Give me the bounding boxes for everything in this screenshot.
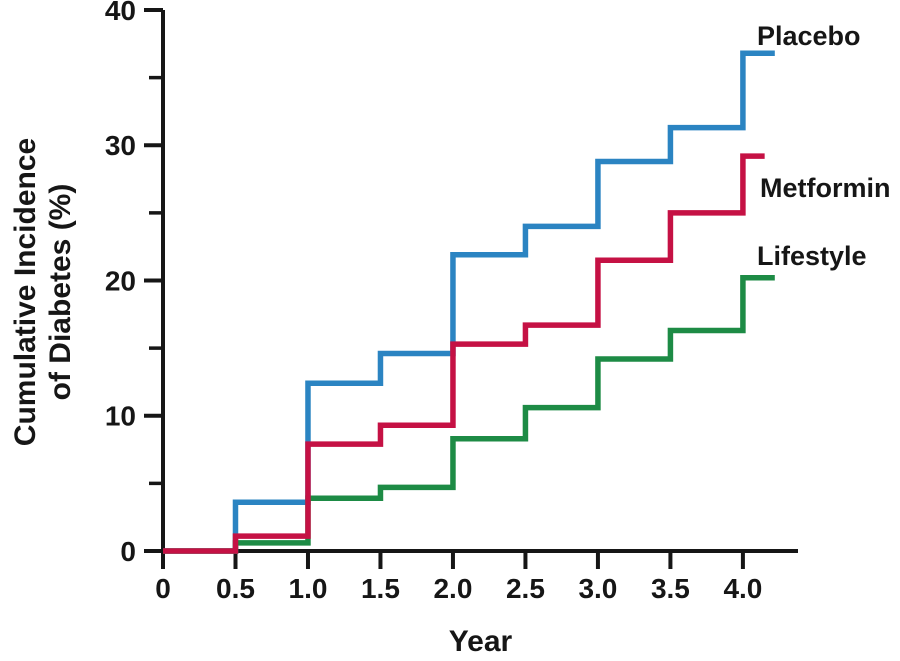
- y-axis-title-line: of Diabetes (%): [44, 184, 77, 401]
- y-tick-label: 10: [105, 401, 136, 432]
- y-axis-title-line: Cumulative Incidence: [9, 138, 42, 446]
- series-line-placebo: [163, 50, 775, 554]
- series-label-lifestyle: Lifestyle: [757, 241, 867, 271]
- series-label-placebo: Placebo: [757, 21, 861, 51]
- x-tick-label: 2.5: [506, 573, 545, 604]
- x-tick-label: 4.0: [723, 573, 762, 604]
- y-tick-label: 40: [105, 0, 136, 26]
- x-tick-label: 0: [155, 573, 171, 604]
- x-tick-label: 3.5: [651, 573, 690, 604]
- y-tick-label: 30: [105, 130, 136, 161]
- y-tick-label: 20: [105, 265, 136, 296]
- x-tick-label: 1.0: [289, 573, 328, 604]
- y-tick-label: 0: [120, 536, 136, 567]
- x-tick-label: 2.0: [433, 573, 472, 604]
- x-tick-label: 3.0: [578, 573, 617, 604]
- y-axis-title: Cumulative Incidenceof Diabetes (%): [9, 138, 77, 446]
- x-tick-label: 0.5: [216, 573, 255, 604]
- series-line-lifestyle: [163, 275, 775, 554]
- series-label-metformin: Metformin: [760, 173, 891, 203]
- series-line-metformin: [163, 153, 765, 554]
- x-tick-label: 1.5: [361, 573, 400, 604]
- x-axis-title: Year: [449, 625, 513, 658]
